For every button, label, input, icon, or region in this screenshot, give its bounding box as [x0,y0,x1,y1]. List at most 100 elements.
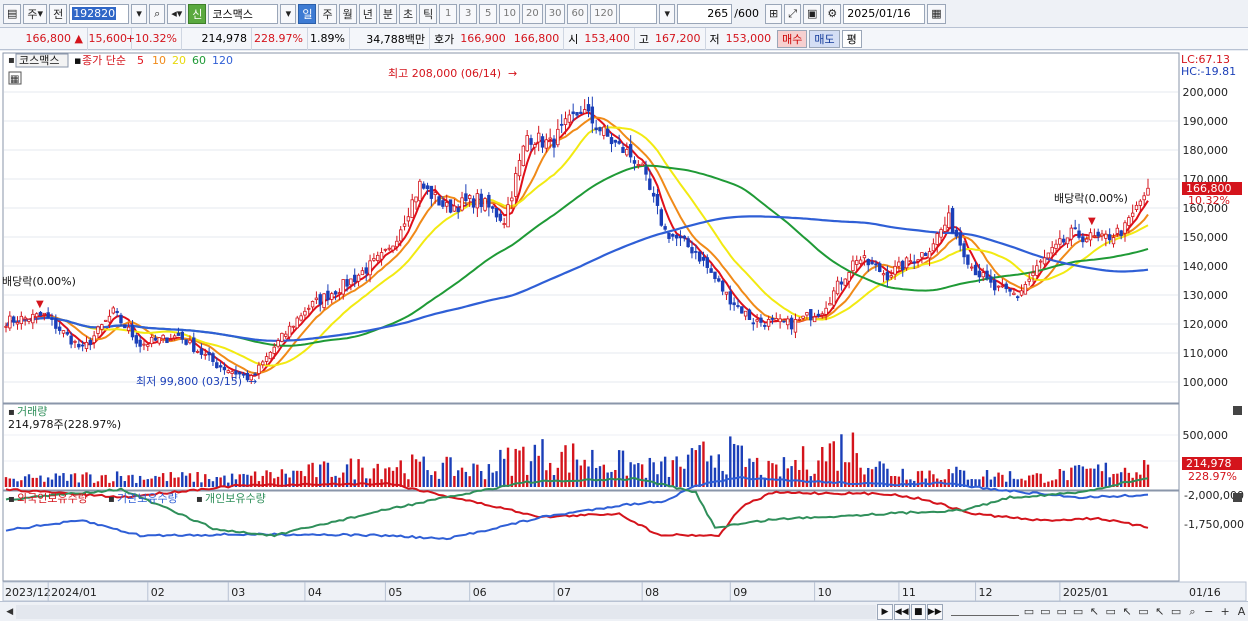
data-count-input[interactable]: 265 [677,3,733,24]
volume-tag-pct: 228.97% [1188,470,1237,483]
fast-forward-icon[interactable]: ▶▶ [926,603,943,620]
calendar-icon[interactable]: ▦ [927,3,946,24]
candle-body [908,260,913,263]
scroll-left-icon[interactable]: ◀ [6,606,14,617]
grid-toggle-icon[interactable] [8,71,22,85]
layout-1-icon[interactable]: ▭ [1023,605,1035,618]
volume-bar [161,473,165,487]
holding-legend-individual: 개인보유수량 [205,492,266,505]
zoom-icon[interactable]: ⊞ [764,3,783,24]
candle-body [548,137,552,140]
volume-bar [755,457,759,487]
candle-body [513,173,518,197]
tool-2-icon[interactable]: ▭ [1105,605,1116,618]
tab-period-day[interactable]: 일 [298,3,317,24]
tab-period-minute[interactable]: 분 [378,3,397,24]
candle-body [517,160,522,177]
rewind-icon[interactable]: ◀◀ [893,603,910,620]
eval-button[interactable]: 평 [841,29,862,48]
tab-period-month[interactable]: 월 [338,3,357,24]
current-price-tag-value: 166,800 [1186,182,1232,195]
zoom-out-icon[interactable]: − [1204,605,1214,618]
tab-period-tick[interactable]: 틱 [419,3,438,24]
volume-bar [775,464,778,487]
candle-body [678,236,683,239]
volume-bar [721,470,724,487]
volume-bar [529,461,533,487]
volume-bar [625,475,629,487]
tool-3-icon[interactable]: ↖ [1122,605,1132,618]
volume-bar [867,467,870,487]
interval-10[interactable]: 10 [499,3,520,24]
search-icon[interactable]: ⌕ [149,3,166,24]
tool-6-icon[interactable]: ▭ [1170,605,1182,618]
volume-close-icon[interactable] [1233,406,1242,415]
volume-bar [322,461,326,487]
candle-body [590,106,595,124]
volume-bar [702,441,705,487]
font-size-icon[interactable]: A [1237,605,1246,618]
price-tick-label: 140,000 [1183,260,1229,273]
stock-code-input[interactable]: 192820 [69,3,130,24]
tab-period-second[interactable]: 초 [398,3,418,24]
layout-icon[interactable]: ▤ [3,3,22,24]
layout-2-icon[interactable]: ▭ [1040,605,1051,618]
interval-120[interactable]: 120 [590,3,618,24]
candle-body [57,326,62,331]
horizontal-scrollbar[interactable] [16,604,877,619]
zoom-slider[interactable] [950,608,1020,616]
volume-bar [1020,478,1023,487]
tab-period-week[interactable]: 주 [318,3,337,24]
tool-4-icon[interactable]: ▭ [1138,605,1149,618]
date-input[interactable]: 2025/01/16 [843,3,926,24]
low-label: 저 [709,32,720,46]
magnifier-icon[interactable]: ⌕ [1189,604,1196,618]
sell-button[interactable]: 매도 [809,29,840,48]
tool-1-icon[interactable]: ↖ [1089,605,1099,618]
grid-toggle-glyph: ▦ [10,74,19,85]
name-dropdown-icon[interactable]: ▾ [280,3,297,24]
crosshair-icon[interactable]: ⤢ [784,3,801,24]
legend-stock-box[interactable] [15,53,69,68]
volume-bar [629,462,632,487]
candle-body [1123,222,1127,234]
interval-30[interactable]: 30 [544,3,566,24]
code-dropdown-icon[interactable]: ▾ [131,3,148,24]
volume-bar [430,475,433,487]
candle-body [943,224,947,232]
candle-body [866,259,870,266]
holding-close-icon[interactable] [1233,493,1242,502]
interval-dropdown-icon[interactable]: ▾ [659,3,676,24]
scroll-right-icon[interactable]: ▶ [877,603,893,620]
stop-icon[interactable]: ■ [910,603,926,620]
volume-bar [234,479,238,487]
gear-icon[interactable]: ⚙ [823,3,842,24]
tool-5-icon[interactable]: ↖ [1155,605,1165,618]
candle-body [130,324,135,338]
interval-custom-input[interactable] [619,3,658,24]
volume-bar [261,475,264,487]
volume-bar [192,481,195,487]
interval-3[interactable]: 3 [459,3,478,24]
save-icon[interactable]: ▣ [803,3,822,24]
volume-bar [123,481,126,487]
volume-panel-frame [2,403,1180,491]
candle-body [931,243,936,252]
chart-area[interactable]: 100,000 110,000 120,000 130,000 140,000 150,0… [0,51,1248,602]
zoom-in-icon[interactable]: + [1220,605,1230,618]
tab-period-year[interactable]: 년 [358,3,377,24]
volume-bar [1108,477,1111,487]
interval-5[interactable]: 5 [479,3,498,24]
buy-button[interactable]: 매수 [777,29,808,48]
layout-3-icon[interactable]: ▭ [1056,605,1067,618]
period-mode-button[interactable]: 전 [49,3,68,24]
volume-bar [594,467,598,487]
interval-60[interactable]: 60 [567,3,589,24]
stock-name-field[interactable]: 코스맥스 [208,3,279,24]
interval-1[interactable]: 1 [439,3,458,24]
interval-20[interactable]: 20 [521,3,543,24]
speaker-icon[interactable]: ◂▾ [167,3,187,24]
candle-body [636,164,641,166]
chart-type-select[interactable]: 주 ▾ [23,3,48,24]
layout-4-icon[interactable]: ▭ [1072,605,1084,618]
